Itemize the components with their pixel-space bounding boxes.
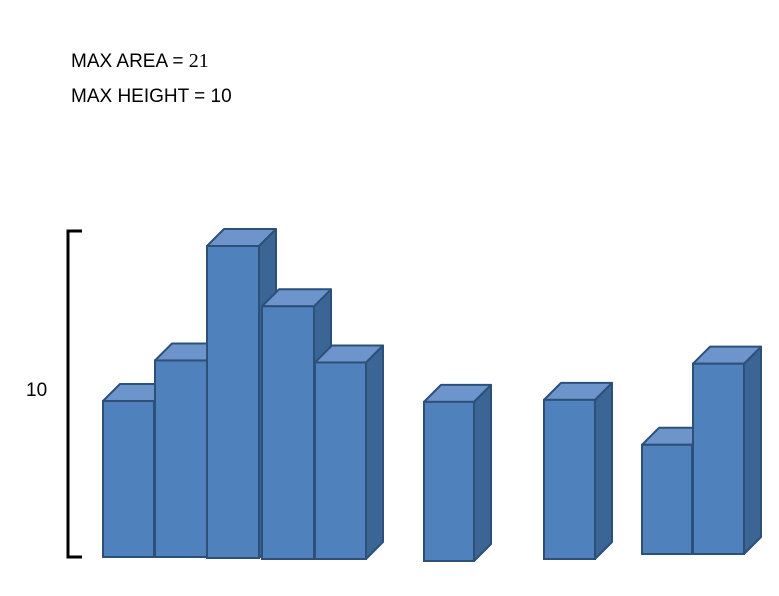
bar-front-face [206,245,260,559]
bar-front-face [261,305,315,560]
bar-front-face [641,443,693,555]
bar-side-face [743,345,762,555]
max-area-label: MAX AREA = [71,51,184,72]
bar-side-face [365,344,384,560]
bar-6 [423,383,492,562]
bar-front-face [314,361,367,560]
bar-5 [314,344,384,560]
bracket-line [66,229,82,559]
max-height-value: 10 [210,86,232,107]
max-height-text: MAX HEIGHT = 10 [71,86,232,108]
max-area-value: 21 [188,50,209,72]
bar-7 [543,381,613,560]
bar-side-face [473,383,492,562]
height-bracket: 10 [26,229,82,559]
bar-side-face [594,381,613,560]
bracket-label: 10 [26,380,47,401]
bar-front-face [423,400,475,562]
bar-front-face [102,400,155,558]
bar-front-face [692,362,745,555]
bars [102,228,762,562]
max-height-label: MAX HEIGHT = [71,86,206,107]
bar-front-face [154,359,208,558]
bar-front-face [543,398,596,560]
bar-9 [692,345,762,555]
max-area-text: MAX AREA = 21 [71,50,209,73]
